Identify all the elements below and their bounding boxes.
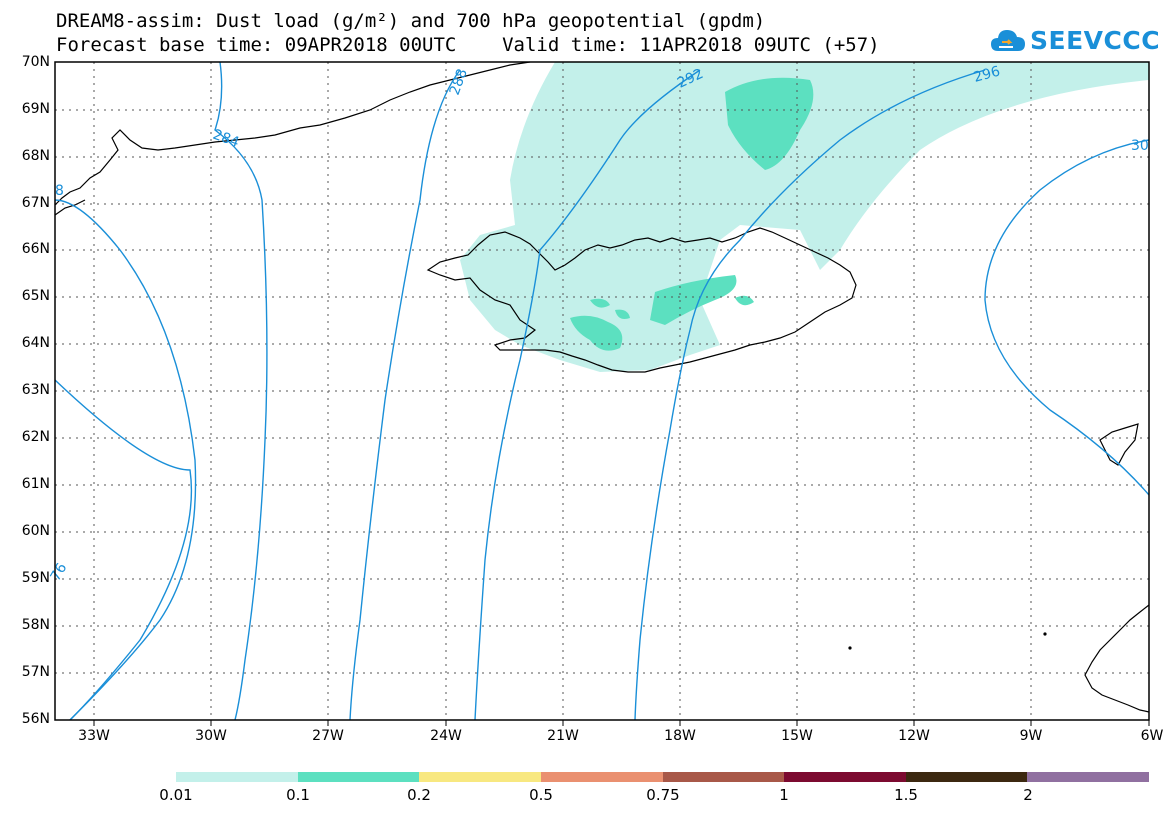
colorbar-segment: [1027, 772, 1149, 782]
lon-label: 9W: [1019, 728, 1043, 744]
lat-label: 70N: [21, 54, 50, 70]
colorbar-segment: [419, 772, 541, 782]
lat-label: 59N: [21, 570, 50, 586]
colorbar-label: 0.1: [286, 786, 310, 804]
colorbar-segment: [540, 772, 663, 782]
lon-label: 18W: [664, 728, 696, 744]
svg-text:288: 288: [447, 67, 471, 98]
lon-label: 30W: [195, 728, 227, 744]
lat-label: 60N: [21, 523, 50, 539]
colorbar-label: 0.2: [407, 786, 431, 804]
lat-label: 67N: [21, 195, 50, 211]
map-frame: [54, 61, 1150, 721]
colorbar-segment: [297, 772, 420, 782]
svg-text:284: 284: [211, 127, 242, 151]
colorbar-segment: [905, 772, 1028, 782]
lat-label: 57N: [21, 664, 50, 680]
colorbar-label: 1.5: [894, 786, 918, 804]
dust-field-light: [460, 62, 1149, 372]
lon-label: 27W: [312, 728, 344, 744]
lat-label: 68N: [21, 148, 50, 164]
colorbar-segment: [784, 772, 906, 782]
colorbar-label: 2: [1023, 786, 1033, 804]
coastline-iceland: [426, 227, 857, 373]
axis-ticks: [93, 720, 1150, 726]
colorbar-label: 0.75: [646, 786, 680, 804]
forecast-time-line: Forecast base time: 09APR2018 00UTC Vali…: [56, 34, 880, 56]
colorbar-label: 1: [779, 786, 789, 804]
lat-label: 65N: [21, 288, 50, 304]
geopotential-contours: [54, 61, 1150, 721]
seevccc-logo: SEEVCCC: [990, 20, 1160, 60]
colorbar: [176, 772, 1149, 782]
colorbar-label: 0.5: [529, 786, 553, 804]
coastline-greenland: [54, 61, 531, 216]
svg-text:30: 30: [1131, 138, 1149, 154]
colorbar-segment: [662, 772, 785, 782]
lon-grid-lines: [93, 62, 1032, 720]
lat-label: 56N: [21, 711, 50, 727]
lon-label: 21W: [547, 728, 579, 744]
svg-text:8: 8: [55, 183, 64, 199]
map-title: DREAM8-assim: Dust load (g/m²) and 700 h…: [56, 10, 766, 32]
lon-label: 15W: [781, 728, 813, 744]
colorbar-segment: [176, 772, 298, 782]
lon-label: 12W: [898, 728, 930, 744]
svg-text:76: 76: [48, 560, 71, 584]
svg-text:296: 296: [972, 63, 1002, 85]
lat-label: 61N: [21, 476, 50, 492]
lat-label: 62N: [21, 429, 50, 445]
coastline-faroe-scotland: [848, 423, 1150, 713]
lat-label: 63N: [21, 382, 50, 398]
lat-label: 64N: [21, 335, 50, 351]
cloud-icon: [991, 30, 1025, 51]
lat-label: 66N: [21, 241, 50, 257]
colorbar-label: 0.01: [159, 786, 193, 804]
lon-label: 6W: [1140, 728, 1164, 744]
dust-field-medium: [570, 77, 814, 351]
lat-label: 69N: [21, 101, 50, 117]
lon-label: 24W: [430, 728, 462, 744]
lat-grid-lines: [55, 109, 1149, 674]
logo-text: SEEVCCC: [1030, 25, 1161, 55]
lat-label: 58N: [21, 617, 50, 633]
lon-label: 33W: [78, 728, 110, 744]
